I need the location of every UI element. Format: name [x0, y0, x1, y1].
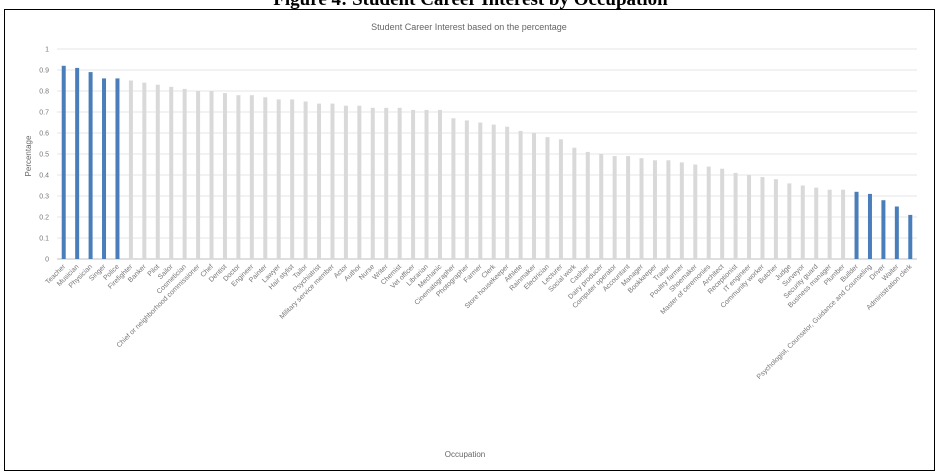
bar [612, 156, 617, 259]
bar [666, 160, 671, 259]
bar [330, 103, 335, 259]
y-tick-label: 0.7 [39, 110, 49, 117]
y-tick-label: 0.8 [39, 89, 49, 96]
bar [854, 191, 859, 259]
bar [88, 72, 93, 259]
bar-chart: Student Career Interest based on the per… [24, 22, 917, 459]
bar [706, 166, 711, 259]
bar [760, 177, 765, 259]
bar [276, 99, 281, 260]
bar [155, 84, 160, 259]
bar [209, 91, 214, 259]
bar [505, 126, 510, 259]
bar [236, 95, 241, 259]
bar [411, 109, 416, 260]
bar [142, 82, 147, 259]
y-tick-label: 0.6 [39, 131, 49, 138]
bar [343, 105, 348, 259]
bar [169, 86, 174, 259]
bar [249, 95, 254, 259]
bar [827, 189, 832, 259]
bar [370, 107, 375, 259]
bar [841, 189, 846, 259]
y-tick-label: 0 [45, 257, 49, 264]
y-tick-label: 0.9 [39, 68, 49, 75]
x-axis-ticks: TeacherMusicianPhysicianSingerPoliceFire… [45, 263, 914, 381]
bar [545, 137, 550, 259]
y-tick-label: 0.5 [39, 152, 49, 159]
y-axis-title: Percentage [24, 135, 33, 176]
bar [102, 78, 107, 260]
bar [317, 103, 322, 259]
bar [61, 65, 66, 259]
bar [585, 151, 590, 259]
bar [720, 168, 725, 259]
bar [196, 91, 201, 259]
bar [128, 80, 133, 259]
y-axis-ticks: 0 0.1 0.2 0.3 0.4 0.5 0.6 0.7 0.8 0.9 1 [39, 47, 49, 264]
bar [222, 93, 227, 259]
chart-title: Student Career Interest based on the per… [371, 22, 567, 32]
bar [626, 156, 631, 259]
bar [437, 109, 442, 260]
bar [384, 107, 389, 259]
y-tick-label: 1 [45, 47, 49, 54]
y-tick-label: 0.1 [39, 236, 49, 243]
bar [733, 172, 738, 259]
bar [787, 183, 792, 259]
y-tick-label: 0.3 [39, 194, 49, 201]
bar [652, 160, 657, 259]
bar [478, 122, 483, 259]
bar [693, 164, 698, 259]
figure-caption-text: Figure 4: Student Career Interest by Occ… [273, 0, 667, 10]
bar [464, 120, 469, 260]
bar [182, 88, 187, 260]
bar [894, 206, 899, 259]
bar [639, 158, 644, 259]
bar [800, 185, 805, 259]
bar [867, 193, 872, 259]
bar [572, 147, 577, 259]
bar [747, 175, 752, 259]
bar [424, 109, 429, 260]
y-tick-label: 0.2 [39, 215, 49, 222]
bar [558, 139, 563, 259]
bar [679, 162, 684, 259]
chart-frame: Student Career Interest based on the per… [4, 9, 935, 471]
bar [263, 97, 268, 259]
bar [881, 200, 886, 259]
bar [908, 214, 913, 259]
bar [491, 124, 496, 259]
figure-caption: Figure 4: Student Career Interest by Occ… [0, 0, 941, 14]
bar [290, 99, 295, 260]
bar [773, 179, 778, 259]
bars [61, 65, 913, 260]
y-tick-label: 0.4 [39, 173, 49, 180]
bar [518, 130, 523, 259]
bar [397, 107, 402, 259]
bar [357, 105, 362, 259]
x-axis-title: Occupation [445, 450, 485, 459]
bar [75, 67, 80, 260]
bar [303, 101, 308, 259]
bar [814, 187, 819, 259]
grid-lines [57, 48, 917, 260]
bar [532, 133, 537, 259]
bar [115, 78, 120, 260]
bar [451, 118, 456, 259]
bar [599, 154, 604, 259]
